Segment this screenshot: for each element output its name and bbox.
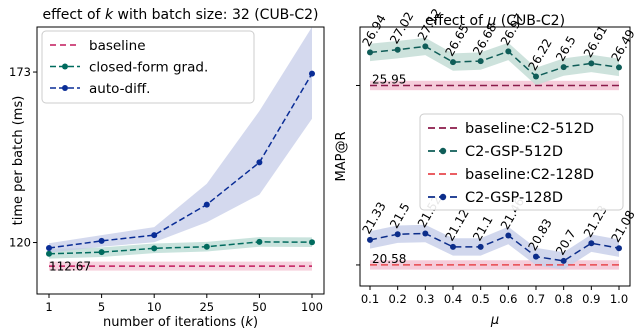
legend: baseline:C2-512D C2-GSP-512D baseline:C2-1… [419,113,624,211]
legend: baseline closed-form grad. auto-diff. [41,30,255,104]
data-point [394,46,401,53]
legend-marker [62,85,68,91]
data-label: 20.83 [525,216,554,253]
data-point [533,73,539,80]
chart-right-map-at-r: effect of μ (CUB-C2)25.9520.5826.9427.02… [334,6,635,328]
data-point [422,43,429,50]
data-point [151,232,158,239]
y-axis-label: MAP@R [334,132,349,182]
data-point [560,257,567,264]
legend-label: C2-GSP-128D [465,190,563,206]
data-point [98,249,105,256]
data-point [450,243,456,250]
legend-label: closed-form grad. [89,60,208,76]
data-label: 26.61 [581,23,610,60]
x-tick-label: 50 [252,300,267,314]
legend-marker [439,193,447,201]
y-tick-label: 120 [9,236,31,250]
chart-title: effect of k with batch size: 32 (CUB-C2) [42,7,318,23]
x-axis-label: μ [490,313,499,328]
data-point [450,59,456,66]
plot-frame [36,26,325,295]
data-point [422,230,429,237]
data-point [256,159,263,166]
data-point [46,244,52,251]
data-point [505,232,512,239]
legend-box [419,113,624,211]
baseline-value-label: 112.67 [49,260,91,274]
x-tick-label: 0.6 [499,292,517,306]
x-tick-label: 0.8 [555,292,573,306]
data-point [616,245,622,252]
legend-label: baseline:C2-512D [465,121,594,137]
baseline-128-label: 20.58 [372,252,406,266]
x-tick-label: 25 [199,300,214,314]
baseline-512-label: 25.95 [372,72,406,86]
data-label: 21.12 [442,207,471,244]
series-line [369,232,620,262]
data-point [616,64,622,71]
x-tick-label: 0.7 [527,292,545,306]
chart-title: effect of μ (CUB-C2) [425,13,565,29]
data-label: 21.08 [608,208,635,245]
data-point [203,201,210,208]
x-tick-label: 1 [45,300,52,314]
x-tick-label: 0.4 [444,292,462,306]
series-line [48,241,313,255]
data-point [367,236,373,243]
data-point [588,60,595,67]
x-tick-label: 0.9 [582,292,600,306]
data-point [477,58,484,65]
legend-label: C2-GSP-512D [465,144,563,160]
x-tick-label: 0.5 [472,292,490,306]
chart-left-time-per-batch: effect of k with batch size: 32 (CUB-C2)… [9,7,325,330]
plot-frame [359,26,631,287]
x-tick-label: 100 [301,300,323,314]
legend-label: baseline:C2-128D [465,167,594,183]
data-point [256,238,263,245]
data-point [588,240,595,247]
data-point [98,237,105,244]
x-tick-label: 0.2 [389,292,407,306]
y-tick-label: 173 [9,65,31,79]
x-tick-label: 0.1 [361,292,379,306]
legend-label: auto-diff. [89,81,150,97]
x-tick-label: 10 [147,300,162,314]
data-point [505,48,512,55]
data-point [46,250,52,257]
data-point [203,243,210,250]
data-point [309,70,315,77]
x-tick-label: 1.0 [610,292,628,306]
data-point [151,245,158,252]
data-point [533,253,539,260]
data-point [477,243,484,250]
data-point [394,231,401,238]
legend-label: baseline [89,38,146,54]
y-axis-label: time per batch (ms) [11,96,26,226]
confidence-band [49,27,312,253]
legend-marker [62,63,68,70]
series-line [369,45,620,78]
confidence-band [370,224,619,270]
data-point [309,239,315,246]
data-point [560,64,567,71]
x-tick-label: 5 [98,300,105,314]
legend-marker [439,147,447,155]
legend-box [41,30,255,104]
confidence-band [370,37,619,86]
x-tick-label: 0.3 [416,292,434,306]
data-label: 26.49 [608,27,635,64]
x-axis-label: number of iterations (k) [103,315,258,330]
data-point [367,49,373,56]
series-line [48,73,313,249]
